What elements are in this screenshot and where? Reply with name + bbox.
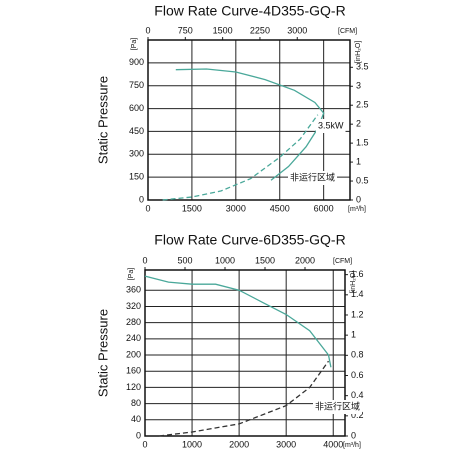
x-unit: [m³/h] bbox=[348, 206, 366, 213]
chart-title: Flow Rate Curve-4D355-GQ-R bbox=[154, 3, 345, 19]
y-tick-label: 600 bbox=[129, 103, 144, 113]
y2-tick-label: 0.8 bbox=[351, 350, 364, 360]
y2-unit: [inH₂O] bbox=[355, 41, 362, 64]
x2-tick-label: 500 bbox=[177, 255, 192, 265]
y-tick-label: 360 bbox=[126, 285, 141, 295]
y-tick-label: 240 bbox=[126, 333, 141, 343]
y-tick-label: 40 bbox=[131, 414, 141, 424]
annotation-bg bbox=[313, 400, 363, 414]
y2-tick-label: 3 bbox=[356, 81, 361, 91]
curve bbox=[175, 68, 325, 181]
x2-tick-label: 1500 bbox=[213, 25, 233, 35]
y-tick-label: 300 bbox=[129, 149, 144, 159]
annotation: 3.5kW bbox=[318, 120, 344, 130]
y2-tick-label: 0.2 bbox=[351, 410, 364, 420]
y-axis-title: Static Pressure bbox=[95, 76, 110, 164]
y-tick-label: 280 bbox=[126, 317, 141, 327]
x2-unit: [CFM] bbox=[338, 28, 357, 35]
y-tick-label: 200 bbox=[126, 349, 141, 359]
x2-tick-label: 1000 bbox=[215, 255, 235, 265]
y-tick-label: 450 bbox=[129, 126, 144, 136]
y2-tick-label: 0.5 bbox=[356, 175, 369, 185]
annotation-bg bbox=[316, 119, 346, 133]
y2-tick-label: 0.6 bbox=[351, 370, 364, 380]
plot-frame bbox=[147, 39, 351, 201]
y2-tick-label: 2 bbox=[356, 119, 361, 129]
x-tick-label: 4000 bbox=[323, 439, 343, 449]
y2-tick-label: 1.2 bbox=[351, 309, 364, 319]
x2-tick-label: 2250 bbox=[250, 25, 270, 35]
y-tick-label: 750 bbox=[129, 80, 144, 90]
x2-tick-label: 0 bbox=[142, 255, 147, 265]
y2-tick-label: 1.4 bbox=[351, 289, 364, 299]
x2-tick-label: 1500 bbox=[255, 255, 275, 265]
y2-tick-label: 1.5 bbox=[356, 138, 369, 148]
x2-tick-label: 0 bbox=[145, 25, 150, 35]
y-unit: [Pa] bbox=[128, 268, 135, 281]
y-tick-label: 900 bbox=[129, 57, 144, 67]
y-tick-label: 320 bbox=[126, 301, 141, 311]
y2-tick-label: 1 bbox=[351, 330, 356, 340]
x-tick-label: 0 bbox=[145, 203, 150, 213]
y-tick-label: 160 bbox=[126, 366, 141, 376]
x2-tick-label: 3000 bbox=[287, 25, 307, 35]
x-tick-label: 2000 bbox=[229, 439, 249, 449]
annotation-bg bbox=[288, 171, 338, 185]
curve bbox=[162, 114, 319, 201]
x2-tick-label: 2000 bbox=[295, 255, 315, 265]
y2-tick-label: 0.4 bbox=[351, 390, 364, 400]
y2-tick-label: 1 bbox=[356, 156, 361, 166]
x-tick-label: 3000 bbox=[276, 439, 296, 449]
y-tick-label: 0 bbox=[136, 430, 141, 440]
plot-frame bbox=[144, 269, 346, 437]
y-tick-label: 150 bbox=[129, 172, 144, 182]
y-tick-label: 120 bbox=[126, 382, 141, 392]
y-axis-title: Static Pressure bbox=[95, 309, 110, 397]
x2-tick-label: 750 bbox=[178, 25, 193, 35]
annotation: 非运行区域 bbox=[315, 400, 360, 411]
chart-title: Flow Rate Curve-6D355-GQ-R bbox=[154, 232, 345, 248]
curve bbox=[144, 275, 332, 368]
y2-tick-label: 2.5 bbox=[356, 100, 369, 110]
x-tick-label: 6000 bbox=[314, 203, 334, 213]
y2-tick-label: 0 bbox=[356, 194, 361, 204]
curve bbox=[159, 360, 330, 437]
y2-tick-label: 1.6 bbox=[351, 269, 364, 279]
y2-tick-label: 0 bbox=[351, 430, 356, 440]
x-tick-label: 4500 bbox=[270, 203, 290, 213]
y-tick-label: 0 bbox=[139, 194, 144, 204]
x-tick-label: 1000 bbox=[182, 439, 202, 449]
y-unit: [Pa] bbox=[131, 38, 138, 51]
x-tick-label: 0 bbox=[142, 439, 147, 449]
x-tick-label: 1500 bbox=[182, 203, 202, 213]
x-tick-label: 3000 bbox=[226, 203, 246, 213]
y2-tick-label: 3.5 bbox=[356, 62, 369, 72]
y-tick-label: 80 bbox=[131, 398, 141, 408]
annotation: 非运行区域 bbox=[290, 171, 335, 182]
y2-unit: [inH₂O] bbox=[350, 271, 357, 294]
x2-unit: [CFM] bbox=[333, 258, 352, 265]
x-unit: [m³/h] bbox=[343, 442, 361, 449]
